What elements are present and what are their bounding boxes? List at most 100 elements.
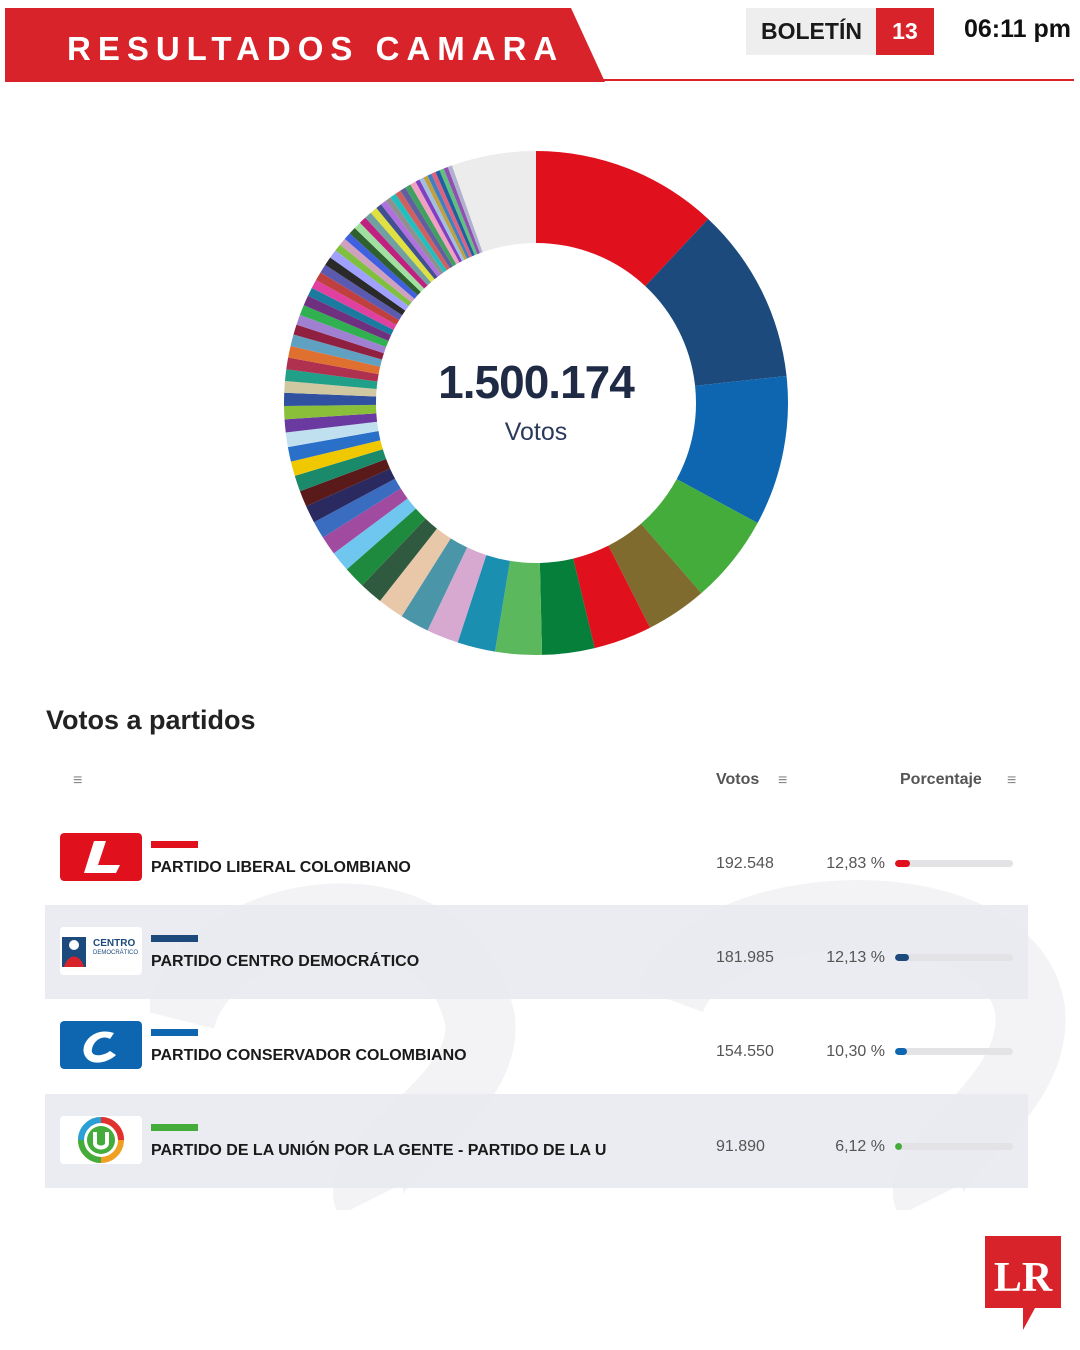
donut-slice-other[interactable] <box>320 264 403 321</box>
donut-slice-other[interactable] <box>287 431 381 462</box>
header-banner-shape <box>5 8 605 82</box>
donut-slice-other[interactable] <box>288 345 381 375</box>
donut-slice-other[interactable] <box>395 190 450 271</box>
donut-slice-other[interactable] <box>385 197 444 275</box>
donut-slice-other[interactable] <box>322 488 408 554</box>
party-percent: 12,13 % <box>826 949 885 966</box>
donut-slice-other[interactable] <box>608 523 702 628</box>
donut-slice-other[interactable] <box>346 508 426 586</box>
donut-slice-other[interactable] <box>284 380 377 397</box>
bulletin-number: 13 <box>875 8 934 55</box>
donut-slice-other[interactable] <box>365 212 432 286</box>
donut-slice-other[interactable] <box>447 165 483 254</box>
donut-slice-other[interactable] <box>410 181 460 265</box>
donut-slice-other[interactable] <box>296 314 387 354</box>
donut-slice-other[interactable] <box>290 440 383 476</box>
party-votes: 181.985 <box>716 949 774 966</box>
column-header-percent[interactable]: Porcentaje <box>900 771 982 788</box>
donut-slice-other[interactable] <box>335 244 412 307</box>
donut-slice-other[interactable] <box>316 272 400 325</box>
party-accent <box>151 841 198 848</box>
donut-slice-other[interactable] <box>284 369 378 389</box>
table-row: CENTRO DEMOCRÁTICO PARTIDO CENTRO DEMOCR… <box>45 905 1028 999</box>
party-accent <box>151 1124 198 1131</box>
party-accent <box>151 1029 198 1036</box>
party-votes: 91.890 <box>716 1138 765 1155</box>
donut-slice-other[interactable] <box>443 166 480 255</box>
donut-slice-other[interactable] <box>419 177 465 262</box>
donut-slice-other[interactable] <box>284 404 377 420</box>
donut-slice-other[interactable] <box>311 280 397 330</box>
donut-slice-other[interactable] <box>299 459 391 507</box>
donut-slice-other[interactable] <box>330 250 409 311</box>
total-votes: 1.500.174 <box>438 356 635 408</box>
donut-slice-other[interactable] <box>390 193 447 273</box>
party-votes: 192.548 <box>716 855 774 872</box>
donut-slice-other[interactable] <box>285 421 379 448</box>
donut-slice-other[interactable] <box>286 357 379 382</box>
donut-slice-other[interactable] <box>313 478 401 538</box>
table-header: ≡ Votos ≡ Porcentaje ≡ <box>45 766 1028 796</box>
donut-slice-3[interactable] <box>676 375 788 523</box>
donut-slice-other[interactable] <box>431 171 473 258</box>
donut-slice-other[interactable] <box>370 207 435 283</box>
donut-slice-other[interactable] <box>379 528 451 617</box>
donut-slice-other[interactable] <box>306 468 396 523</box>
donut-slice-other[interactable] <box>294 449 387 492</box>
percent-menu-icon[interactable]: ≡ <box>1007 772 1017 789</box>
table-row: PARTIDO LIBERAL COLOMBIANO 192.548 12,83… <box>45 811 1028 905</box>
donut-slice-other[interactable] <box>299 305 389 348</box>
donut-slice-other[interactable] <box>427 173 470 259</box>
donut-slice-other[interactable] <box>573 545 651 649</box>
donut-slice-other[interactable] <box>284 413 378 433</box>
votes-menu-icon[interactable]: ≡ <box>778 772 788 789</box>
donut-slice-other[interactable] <box>376 204 438 280</box>
column-menu-icon[interactable]: ≡ <box>73 772 83 789</box>
donut-slice-other[interactable] <box>325 257 406 316</box>
table-row: PARTIDO CONSERVADOR COLOMBIANO 154.550 1… <box>45 999 1028 1093</box>
conservador-logo-icon <box>60 1021 142 1069</box>
percent-bar-fill <box>895 860 911 867</box>
donut-slice-other[interactable] <box>451 151 536 253</box>
party-percent: 10,30 % <box>826 1043 885 1060</box>
donut-slice-other[interactable] <box>293 324 384 360</box>
centro-democratico-logo-icon: CENTRO DEMOCRÁTICO <box>60 927 142 975</box>
donut-slice-other[interactable] <box>457 555 510 652</box>
donut-slice-other[interactable] <box>359 217 428 289</box>
donut-slice-other[interactable] <box>344 233 418 299</box>
party-percent: 6,12 % <box>835 1138 885 1155</box>
donut-slice-other[interactable] <box>362 518 437 601</box>
percent-bar <box>895 860 1013 867</box>
donut-slice-4[interactable] <box>640 479 758 594</box>
donut-slice-other[interactable] <box>307 287 394 335</box>
donut-slice-other[interactable] <box>427 547 487 643</box>
donut-slice-other[interactable] <box>340 238 415 303</box>
party-accent <box>151 935 198 942</box>
donut-slice-other[interactable] <box>405 184 457 267</box>
donut-slice-other[interactable] <box>400 187 454 269</box>
donut-slice-other[interactable] <box>354 222 425 292</box>
donut-slice-other[interactable] <box>494 560 543 655</box>
donut-slice-other[interactable] <box>423 175 468 260</box>
lr-logo-text: LR <box>994 1255 1053 1301</box>
donut-slice-1[interactable] <box>536 151 709 287</box>
donut-slice-other[interactable] <box>290 334 383 367</box>
section-title: Votos a partidos <box>46 705 256 735</box>
donut-slice-other[interactable] <box>349 227 421 296</box>
column-header-votes[interactable]: Votos <box>716 771 760 788</box>
donut-slice-other[interactable] <box>333 498 416 570</box>
liberal-logo-icon <box>60 833 142 881</box>
donut-slice-other[interactable] <box>303 295 392 341</box>
donut-slice-2[interactable] <box>645 218 787 386</box>
donut-slice-other[interactable] <box>401 538 468 631</box>
donut-slice-other[interactable] <box>415 179 463 263</box>
donut-slice-other[interactable] <box>381 200 441 277</box>
percent-bar <box>895 954 1013 961</box>
donut-slice-other[interactable] <box>435 170 475 257</box>
donut-slice-other[interactable] <box>284 392 377 407</box>
donut-slice-other[interactable] <box>439 168 478 256</box>
percent-bar-fill <box>895 1143 903 1150</box>
partido-de-la-u-logo-icon <box>60 1116 142 1164</box>
donut-slice-other[interactable] <box>539 558 595 655</box>
percent-bar <box>895 1048 1013 1055</box>
